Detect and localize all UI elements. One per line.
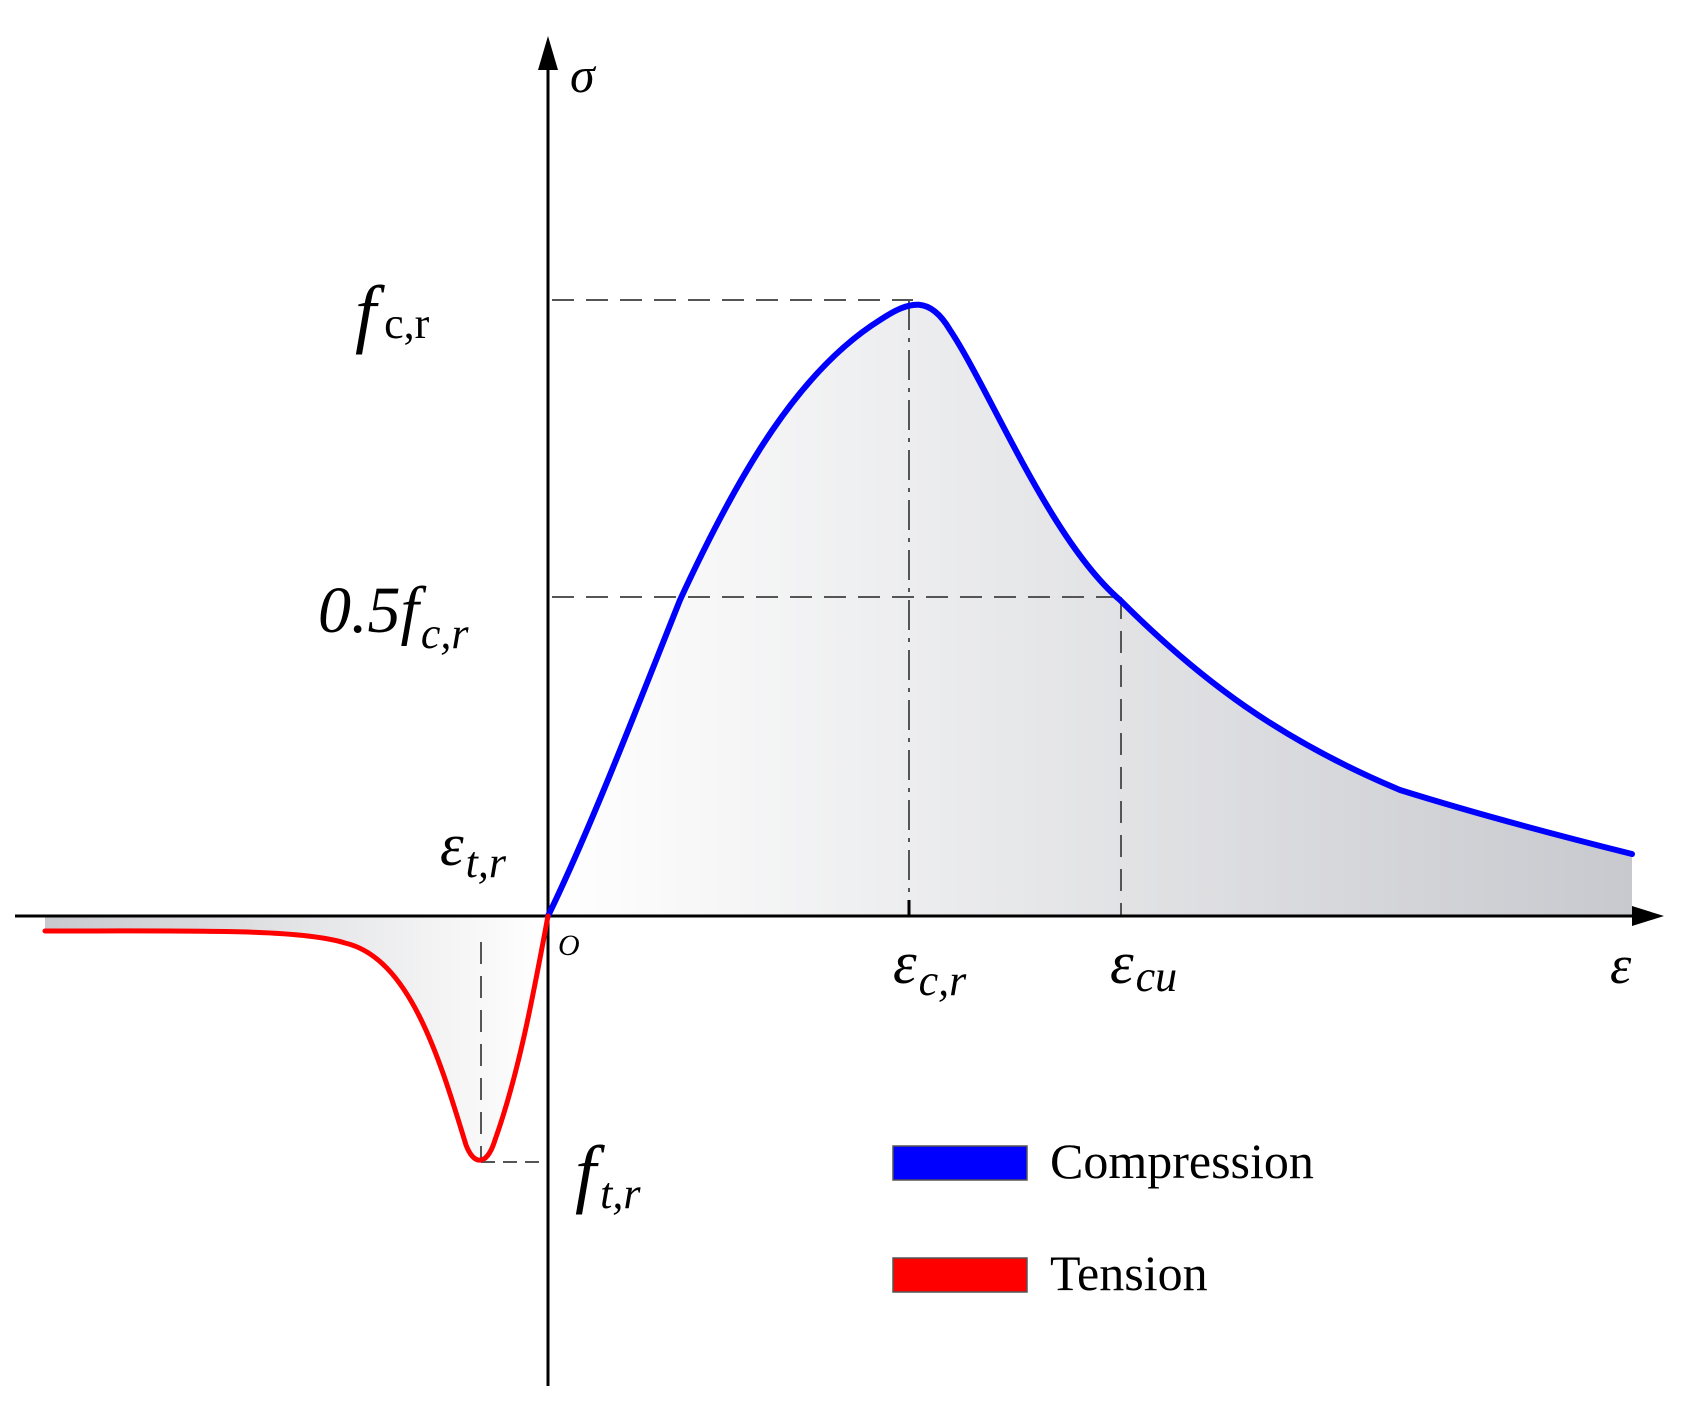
sigma-axis-label: σ <box>570 47 597 103</box>
tension-curve <box>42 913 551 1163</box>
half-fcr-label: 0.5fc,r <box>318 574 469 658</box>
compression-area <box>548 304 1632 916</box>
stress-axis-arrow <box>538 36 558 70</box>
compression-curve <box>545 301 1635 919</box>
etr-label: εt,r <box>440 812 507 887</box>
legend-swatch-compression <box>892 1145 1028 1181</box>
origin-label: O <box>558 929 580 962</box>
legend-swatch-tension <box>892 1257 1028 1293</box>
fcr-label: f c,r <box>355 271 430 355</box>
legend: Compression Tension <box>892 1133 1314 1301</box>
legend-label-compression: Compression <box>1050 1133 1314 1189</box>
tension-area <box>45 916 548 1161</box>
epsilon-axis-label: ε <box>1610 935 1632 995</box>
strain-axis-arrow <box>1632 906 1664 926</box>
legend-label-tension: Tension <box>1050 1245 1208 1301</box>
ecu-label: εcu <box>1110 930 1177 1001</box>
ftr-label: ft,r <box>575 1131 641 1218</box>
ecr-label: εc,r <box>893 930 967 1005</box>
